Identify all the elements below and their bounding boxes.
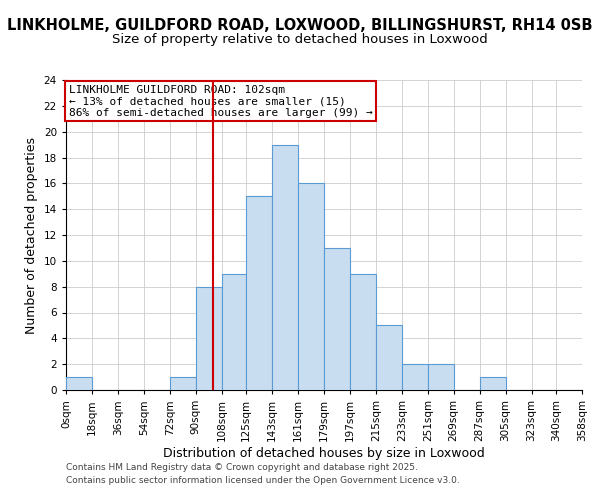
Bar — [350, 274, 376, 390]
Text: Contains HM Land Registry data © Crown copyright and database right 2025.: Contains HM Land Registry data © Crown c… — [66, 464, 418, 472]
X-axis label: Distribution of detached houses by size in Loxwood: Distribution of detached houses by size … — [163, 446, 485, 460]
Bar — [479, 377, 506, 390]
Bar — [66, 377, 92, 390]
Bar — [298, 184, 324, 390]
Text: LINKHOLME GUILDFORD ROAD: 102sqm
← 13% of detached houses are smaller (15)
86% o: LINKHOLME GUILDFORD ROAD: 102sqm ← 13% o… — [68, 84, 373, 118]
Text: Contains public sector information licensed under the Open Government Licence v3: Contains public sector information licen… — [66, 476, 460, 485]
Bar — [428, 364, 454, 390]
Bar — [402, 364, 428, 390]
Bar — [221, 274, 246, 390]
Bar — [196, 286, 221, 390]
Bar — [170, 377, 196, 390]
Bar — [324, 248, 350, 390]
Text: Size of property relative to detached houses in Loxwood: Size of property relative to detached ho… — [112, 32, 488, 46]
Text: LINKHOLME, GUILDFORD ROAD, LOXWOOD, BILLINGSHURST, RH14 0SB: LINKHOLME, GUILDFORD ROAD, LOXWOOD, BILL… — [7, 18, 593, 32]
Bar — [246, 196, 272, 390]
Bar — [272, 144, 298, 390]
Y-axis label: Number of detached properties: Number of detached properties — [25, 136, 38, 334]
Bar — [376, 326, 402, 390]
